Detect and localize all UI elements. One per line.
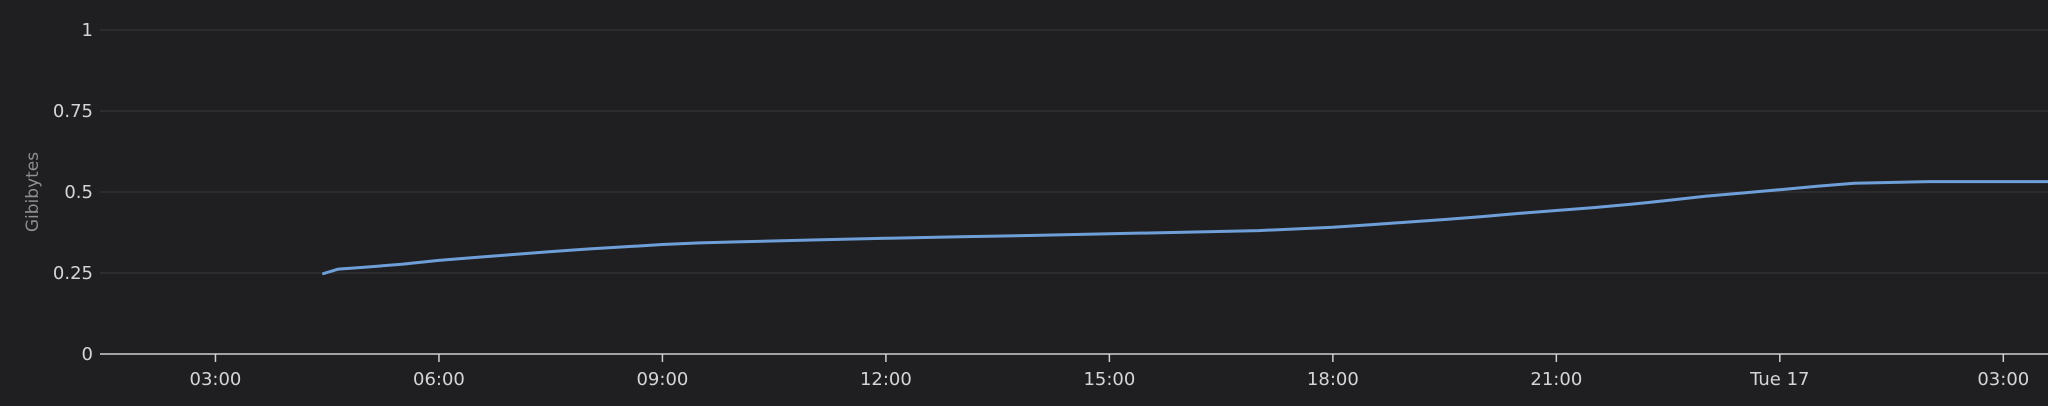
x-tick-label: 18:00 bbox=[1307, 369, 1359, 390]
x-tick-label: 06:00 bbox=[413, 369, 465, 390]
x-tick-label: 09:00 bbox=[636, 369, 688, 390]
y-axis-label: Gibibytes bbox=[23, 152, 43, 232]
series-layer bbox=[322, 180, 2048, 276]
x-tick-label: 03:00 bbox=[190, 369, 242, 390]
axis-layer bbox=[100, 353, 2048, 362]
x-tick-label: Tue 17 bbox=[1749, 369, 1809, 390]
y-tick-label: 1 bbox=[82, 20, 93, 41]
y-tick-label: 0.75 bbox=[53, 101, 93, 122]
label-layer: 0 0.25 0.5 0.75 1 03:00 06:00 09:00 12:00 15:00 18… bbox=[23, 20, 2029, 390]
x-tick-label: 21:00 bbox=[1530, 369, 1582, 390]
x-tick-label: 12:00 bbox=[860, 369, 912, 390]
series-line bbox=[322, 180, 2048, 276]
x-tick-label: 03:00 bbox=[1977, 369, 2029, 390]
y-tick-label: 0 bbox=[82, 344, 93, 365]
x-tick-label: 15:00 bbox=[1083, 369, 1135, 390]
grid-layer bbox=[100, 29, 2048, 274]
y-tick-label: 0.5 bbox=[64, 182, 93, 203]
y-tick-label: 0.25 bbox=[53, 263, 93, 284]
